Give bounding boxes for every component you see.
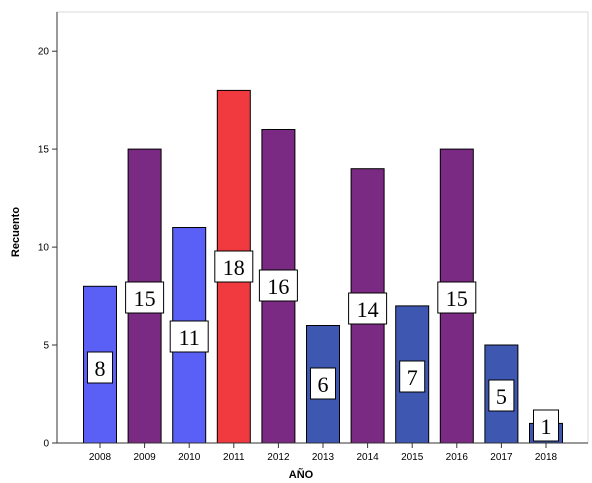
x-tick-label-2018: 2018 — [535, 452, 558, 463]
data-label-text: 6 — [318, 372, 329, 397]
data-label-box — [214, 250, 254, 283]
x-tick-label-2015: 2015 — [401, 452, 424, 463]
data-label-2015: 7 — [399, 360, 426, 393]
x-tick-label-2012: 2012 — [267, 452, 290, 463]
x-tick-label-2016: 2016 — [446, 452, 469, 463]
data-label-box — [310, 367, 336, 400]
data-label-box — [399, 360, 426, 393]
data-label-2017: 5 — [488, 379, 515, 412]
data-label-text: 14 — [357, 297, 379, 322]
data-label-text: 15 — [446, 286, 468, 311]
data-label-text: 16 — [267, 274, 289, 299]
data-label-2016: 15 — [437, 281, 477, 314]
x-tick-label-2008: 2008 — [89, 452, 112, 463]
data-label-text: 8 — [95, 356, 106, 381]
x-tick-label-2014: 2014 — [356, 452, 379, 463]
data-label-2010: 11 — [169, 320, 209, 353]
data-label-box — [169, 320, 209, 353]
data-label-box — [488, 379, 515, 412]
x-tick-label-2017: 2017 — [490, 452, 513, 463]
x-ticks: 2008 2009 2010 2011 2012 2013 2014 2015 2016 2017… — [89, 443, 558, 463]
data-label-2018: 1 — [533, 409, 559, 442]
data-label-2012: 16 — [258, 269, 298, 302]
data-label-text: 11 — [179, 325, 200, 350]
data-label-box — [87, 351, 113, 384]
data-label-2014: 14 — [348, 292, 388, 325]
data-label-text: 1 — [541, 414, 552, 439]
x-axis-title: AÑO — [289, 468, 314, 481]
y-axis-title: Recuento — [10, 207, 22, 257]
x-tick-label-2013: 2013 — [312, 452, 335, 463]
data-label-box — [125, 281, 165, 314]
data-label-2009: 15 — [125, 281, 165, 314]
data-label-text: 7 — [407, 365, 418, 390]
data-label-text: 15 — [134, 286, 156, 311]
y-tick-label: 15 — [38, 145, 50, 156]
data-label-box — [437, 281, 477, 314]
x-tick-label-2009: 2009 — [133, 452, 156, 463]
y-ticks: 0 5 10 15 20 — [38, 47, 57, 450]
data-label-2008: 8 — [87, 351, 113, 384]
data-label-text: 18 — [223, 255, 245, 280]
x-tick-label-2010: 2010 — [178, 452, 201, 463]
data-label-text: 5 — [496, 384, 507, 409]
data-label-box — [533, 409, 559, 442]
data-label-box — [258, 269, 298, 302]
y-tick-label: 5 — [43, 341, 49, 352]
data-label-2011: 18 — [214, 250, 254, 283]
y-tick-label: 20 — [38, 47, 50, 58]
y-tick-label: 10 — [38, 243, 50, 254]
data-label-2013: 6 — [310, 367, 336, 400]
y-tick-label: 0 — [43, 439, 49, 450]
data-label-box — [348, 292, 388, 325]
x-tick-label-2011: 2011 — [223, 452, 245, 463]
data-labels: 8 15 11 18 16 6 14 7 15 5 1 — [87, 250, 559, 442]
